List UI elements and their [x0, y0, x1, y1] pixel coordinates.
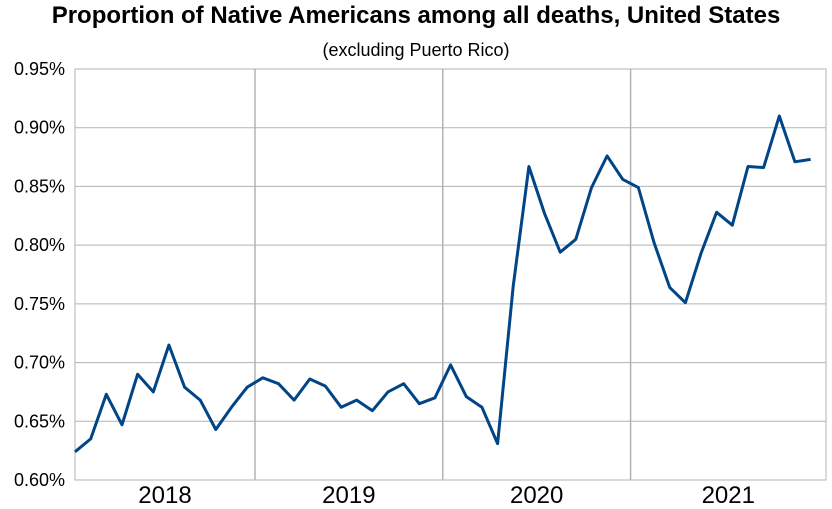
- y-tick-label: 0.75%: [14, 294, 65, 314]
- y-tick-label: 0.60%: [14, 470, 65, 490]
- x-year-label: 2021: [702, 482, 755, 509]
- y-tick-label: 0.90%: [14, 118, 65, 138]
- chart-subtitle: (excluding Puerto Rico): [322, 40, 510, 60]
- y-axis-ticks: 0.60% 0.65% 0.70% 0.75% 0.80% 0.85% 0.90% 0.95%: [14, 59, 65, 490]
- plot-frame: [74, 68, 827, 481]
- y-tick-label: 0.65%: [14, 411, 65, 431]
- y-tick-label: 0.70%: [14, 353, 65, 373]
- series-line: [74, 114, 811, 453]
- y-tick-label: 0.80%: [14, 235, 65, 255]
- x-year-label: 2020: [510, 482, 563, 509]
- chart-title: Proportion of Native Americans among all…: [51, 2, 781, 29]
- horizontal-gridlines: [75, 68, 826, 481]
- year-separators: [254, 69, 632, 480]
- x-axis-year-labels: 2018 2019 2020 2021: [138, 482, 755, 509]
- x-year-label: 2018: [138, 482, 191, 509]
- y-tick-label: 0.85%: [14, 176, 65, 196]
- y-tick-label: 0.95%: [14, 59, 65, 79]
- x-year-label: 2019: [322, 482, 375, 509]
